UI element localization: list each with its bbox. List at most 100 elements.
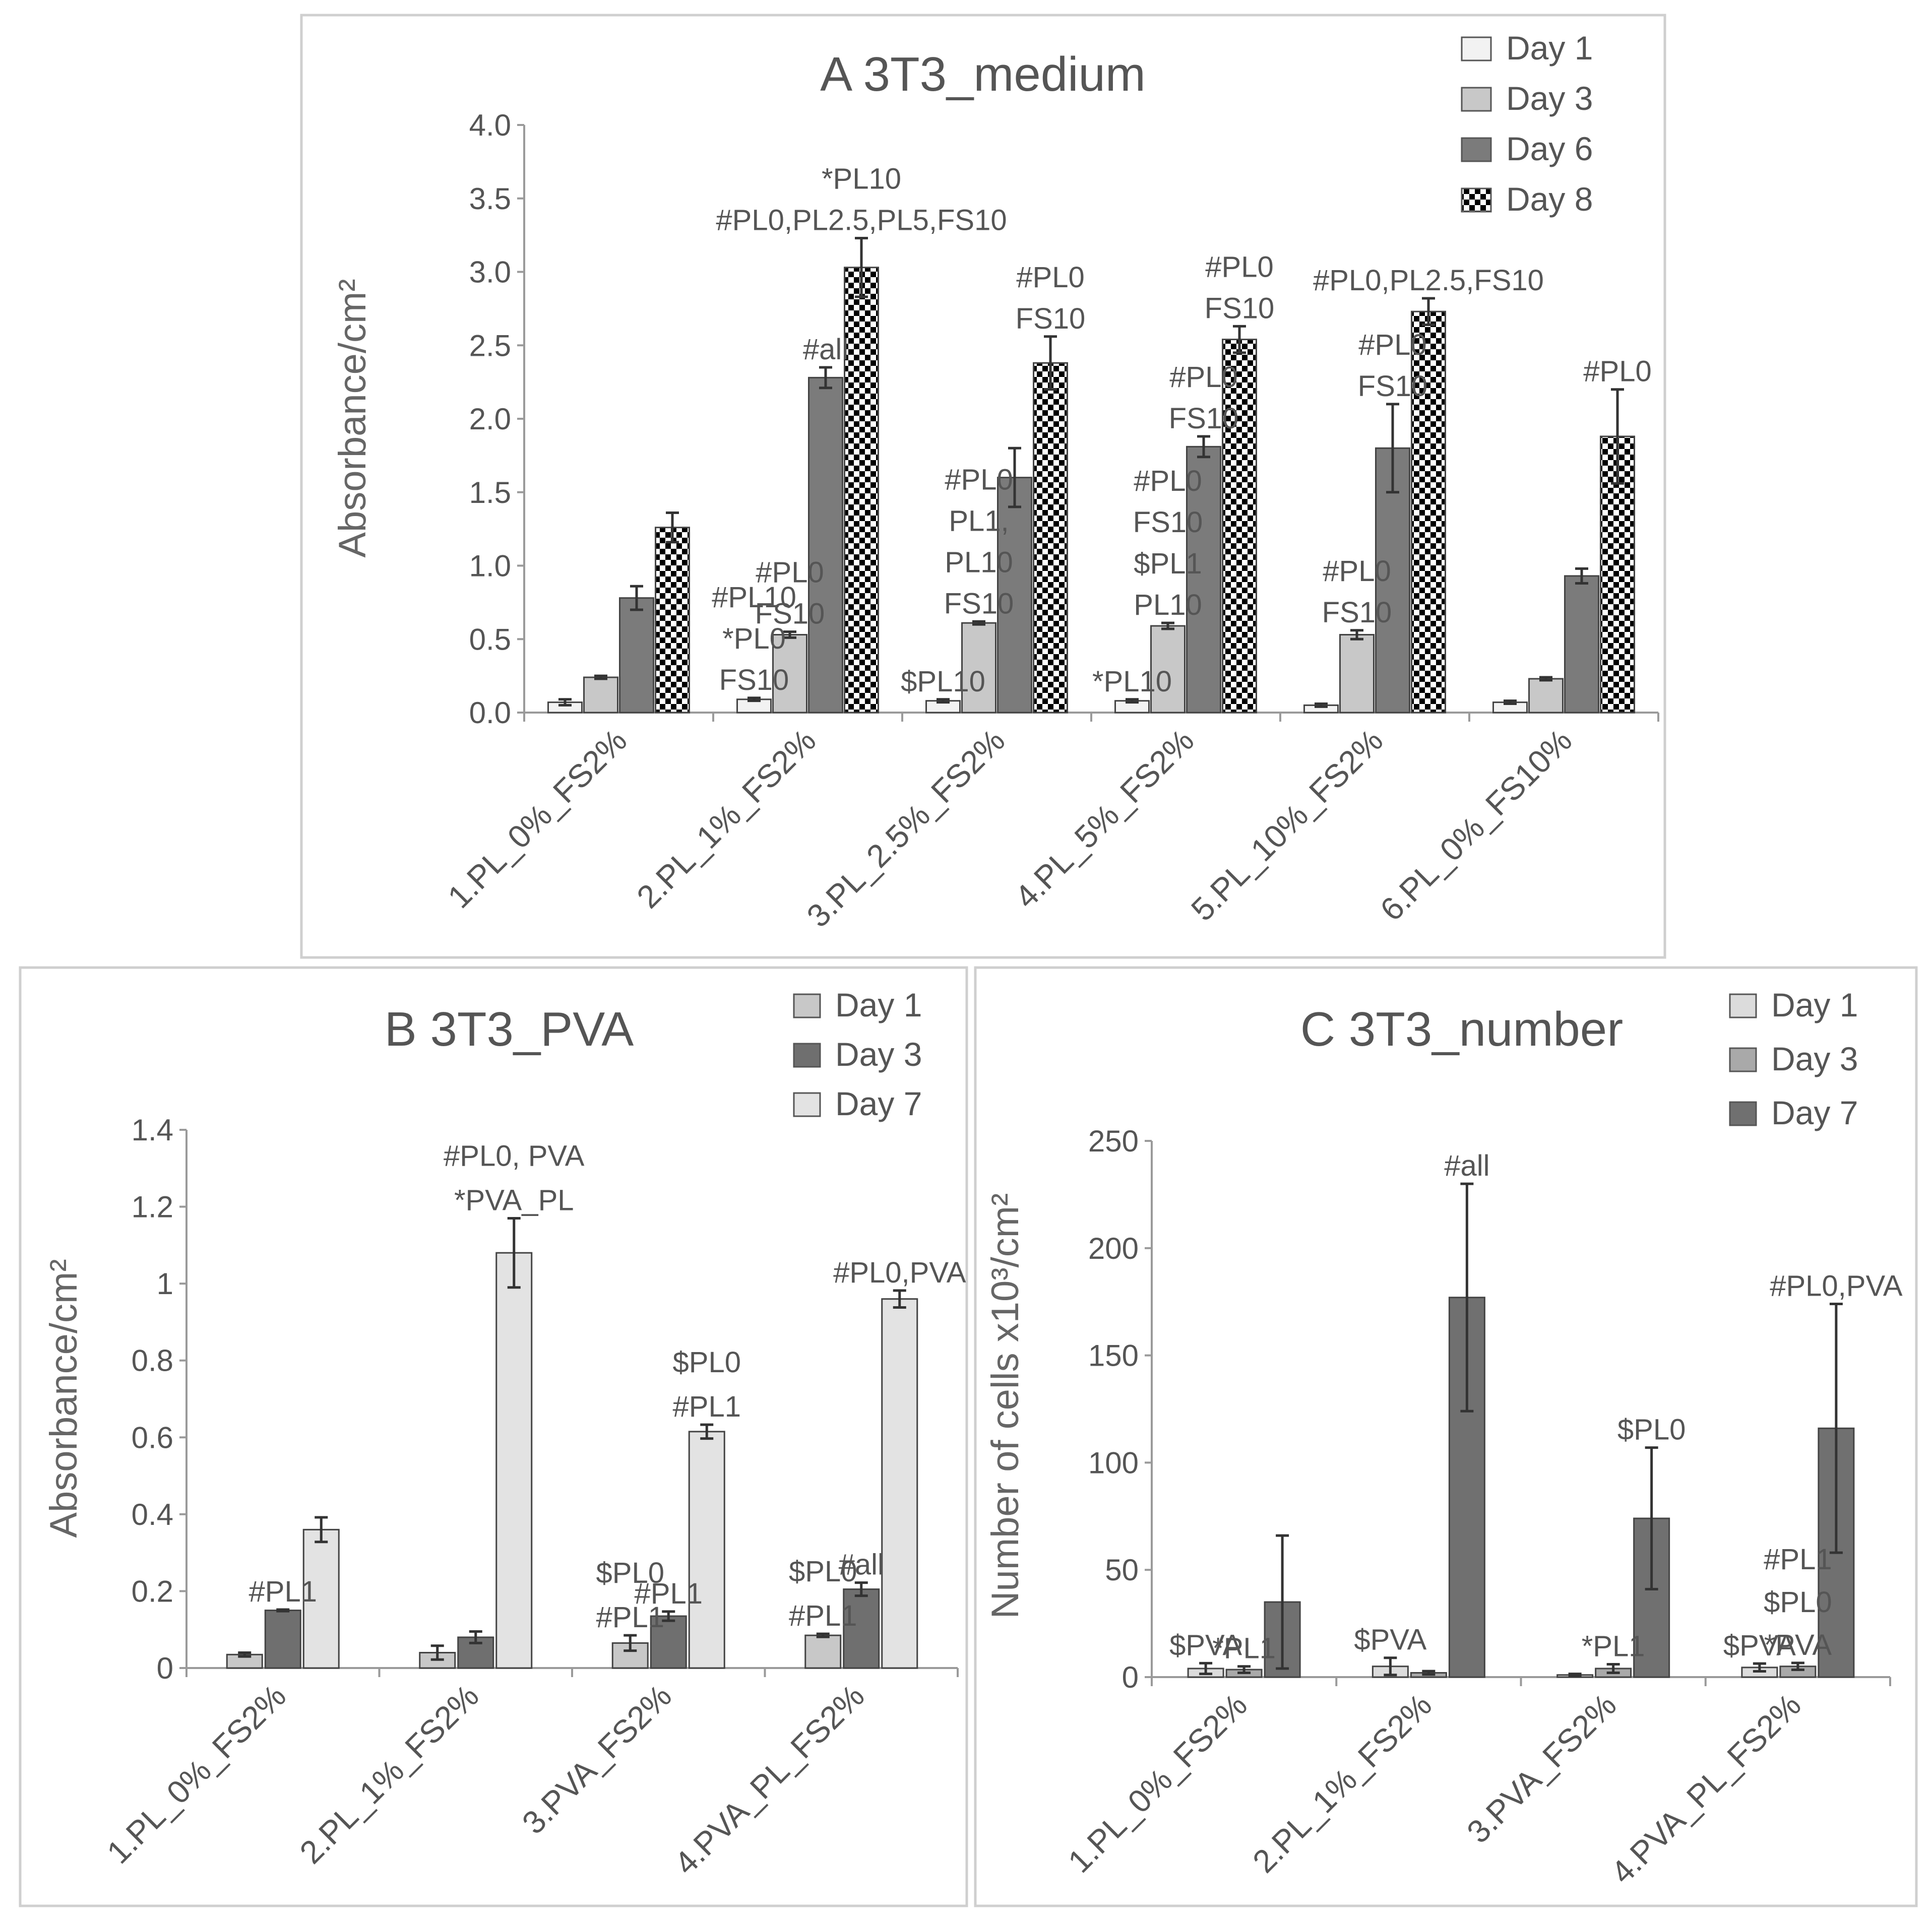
- legend-swatch: [793, 1043, 821, 1068]
- y-tick-label: 0.2: [132, 1574, 173, 1608]
- legend-label: Day 8: [1506, 180, 1593, 218]
- y-tick-label: 4.0: [469, 108, 511, 142]
- bar: [619, 597, 654, 714]
- panel-c-frame: [974, 966, 1918, 1907]
- legend-swatch: [1461, 36, 1492, 61]
- legend-label: Day 1: [1506, 29, 1593, 67]
- legend-swatch: [1729, 993, 1757, 1018]
- bar: [1150, 625, 1186, 714]
- significance-annotation: FS10: [1322, 596, 1392, 629]
- significance-annotation: #PL1: [673, 1390, 741, 1423]
- significance-annotation: FS10: [1205, 292, 1275, 325]
- bar: [1339, 634, 1375, 714]
- significance-annotation: #PL0,PVA: [833, 1256, 966, 1289]
- significance-annotation: #all: [1444, 1149, 1489, 1182]
- bar: [583, 676, 618, 714]
- bar: [772, 634, 807, 714]
- y-tick-label: 0.4: [132, 1498, 173, 1531]
- y-tick-label: 3.0: [469, 255, 511, 289]
- bar: [1033, 362, 1068, 714]
- significance-annotation: $PL0: [1764, 1586, 1832, 1619]
- bar: [808, 376, 843, 714]
- significance-annotation: #PL1: [789, 1599, 857, 1632]
- legend-swatch: [793, 1092, 821, 1117]
- significance-annotation: #PL0,PVA: [1770, 1269, 1903, 1302]
- y-tick-label: 0.5: [469, 622, 511, 656]
- y-tick-label: 1.5: [469, 476, 511, 509]
- significance-annotation: #PL1: [1764, 1543, 1832, 1576]
- chart-title: B 3T3_PVA: [385, 1002, 634, 1056]
- chart-title: A 3T3_medium: [820, 47, 1146, 101]
- significance-annotation: #PL0: [1134, 465, 1202, 497]
- y-tick-label: 0: [1122, 1660, 1139, 1694]
- y-tick-label: 150: [1088, 1339, 1139, 1373]
- significance-annotation: #PL0: [1169, 361, 1237, 394]
- significance-annotation: *PL1: [1582, 1630, 1645, 1662]
- significance-annotation: $PL0: [596, 1557, 664, 1589]
- bar: [1186, 445, 1221, 714]
- y-tick-label: 100: [1088, 1446, 1139, 1480]
- significance-annotation: FS10: [1016, 302, 1086, 335]
- y-tick-label: 2.0: [469, 402, 511, 436]
- legend-swatch: [1461, 87, 1492, 112]
- bar: [881, 1298, 918, 1669]
- significance-annotation: FS10: [719, 664, 789, 696]
- y-tick-label: 3.5: [469, 182, 511, 216]
- legend-swatch: [1461, 137, 1492, 162]
- y-tick-label: 0.6: [132, 1421, 173, 1454]
- significance-annotation: *PVA_PL: [454, 1184, 574, 1216]
- y-tick-label: 1.0: [469, 549, 511, 583]
- significance-annotation: $PL0: [789, 1555, 857, 1588]
- significance-annotation: #PL1: [635, 1577, 703, 1610]
- significance-annotation: *PVA: [1764, 1629, 1832, 1661]
- significance-annotation: #PL0, PVA: [444, 1139, 585, 1172]
- chart-title: C 3T3_number: [1300, 1002, 1623, 1056]
- bar: [264, 1610, 301, 1669]
- significance-annotation: PL10: [945, 546, 1013, 579]
- significance-annotation: #PL0: [756, 556, 824, 589]
- significance-annotation: #PL0: [1323, 555, 1391, 588]
- bar: [655, 527, 690, 714]
- bar: [1222, 339, 1257, 714]
- y-axis-label: Absorbance/cm²: [42, 1259, 85, 1538]
- panel-b-frame: [19, 966, 968, 1907]
- significance-annotation: #PL0: [1358, 329, 1426, 361]
- y-tick-label: 1.2: [132, 1190, 173, 1224]
- bar: [961, 622, 996, 714]
- significance-annotation: PL1,: [949, 504, 1009, 537]
- significance-annotation: *PL1: [1212, 1632, 1276, 1665]
- legend-swatch: [1729, 1047, 1757, 1072]
- legend-label: Day 3: [1506, 80, 1593, 117]
- bar: [844, 267, 879, 714]
- y-tick-label: 0.8: [132, 1344, 173, 1378]
- bar: [688, 1431, 725, 1669]
- significance-annotation: $PVA: [1354, 1624, 1426, 1656]
- y-tick-label: 1: [157, 1267, 173, 1301]
- bar: [997, 477, 1032, 714]
- y-tick-label: 1.4: [132, 1113, 173, 1147]
- legend-swatch: [1461, 187, 1492, 213]
- significance-annotation: #PL0,PL2.5,FS10: [1313, 264, 1544, 297]
- significance-annotation: #PL0: [1016, 261, 1084, 294]
- significance-annotation: #PL0: [1583, 355, 1651, 388]
- significance-annotation: $PL0: [673, 1346, 741, 1379]
- significance-annotation: *PL10: [1092, 665, 1172, 698]
- significance-annotation: $PVA: [1169, 1629, 1242, 1661]
- significance-annotation: $PVA: [1723, 1629, 1796, 1662]
- y-axis-label: Absorbance/cm²: [331, 279, 374, 557]
- legend-swatch: [1729, 1101, 1757, 1126]
- significance-annotation: FS10: [755, 598, 825, 630]
- significance-annotation: #PL0: [945, 463, 1013, 496]
- y-tick-label: 250: [1088, 1124, 1139, 1158]
- legend-label: Day 7: [835, 1085, 922, 1122]
- legend-label: Day 3: [1771, 1040, 1858, 1077]
- y-tick-label: 2.5: [469, 329, 511, 362]
- significance-annotation: #all: [803, 333, 848, 366]
- significance-annotation: FS10: [944, 587, 1014, 620]
- bar: [843, 1588, 880, 1669]
- significance-annotation: $PL10: [901, 665, 985, 698]
- significance-annotation: #PL1: [249, 1575, 317, 1608]
- significance-annotation: #PL0,PL2.5,PL5,FS10: [716, 204, 1007, 236]
- significance-annotation: PL10: [1134, 589, 1202, 621]
- bar: [495, 1252, 533, 1669]
